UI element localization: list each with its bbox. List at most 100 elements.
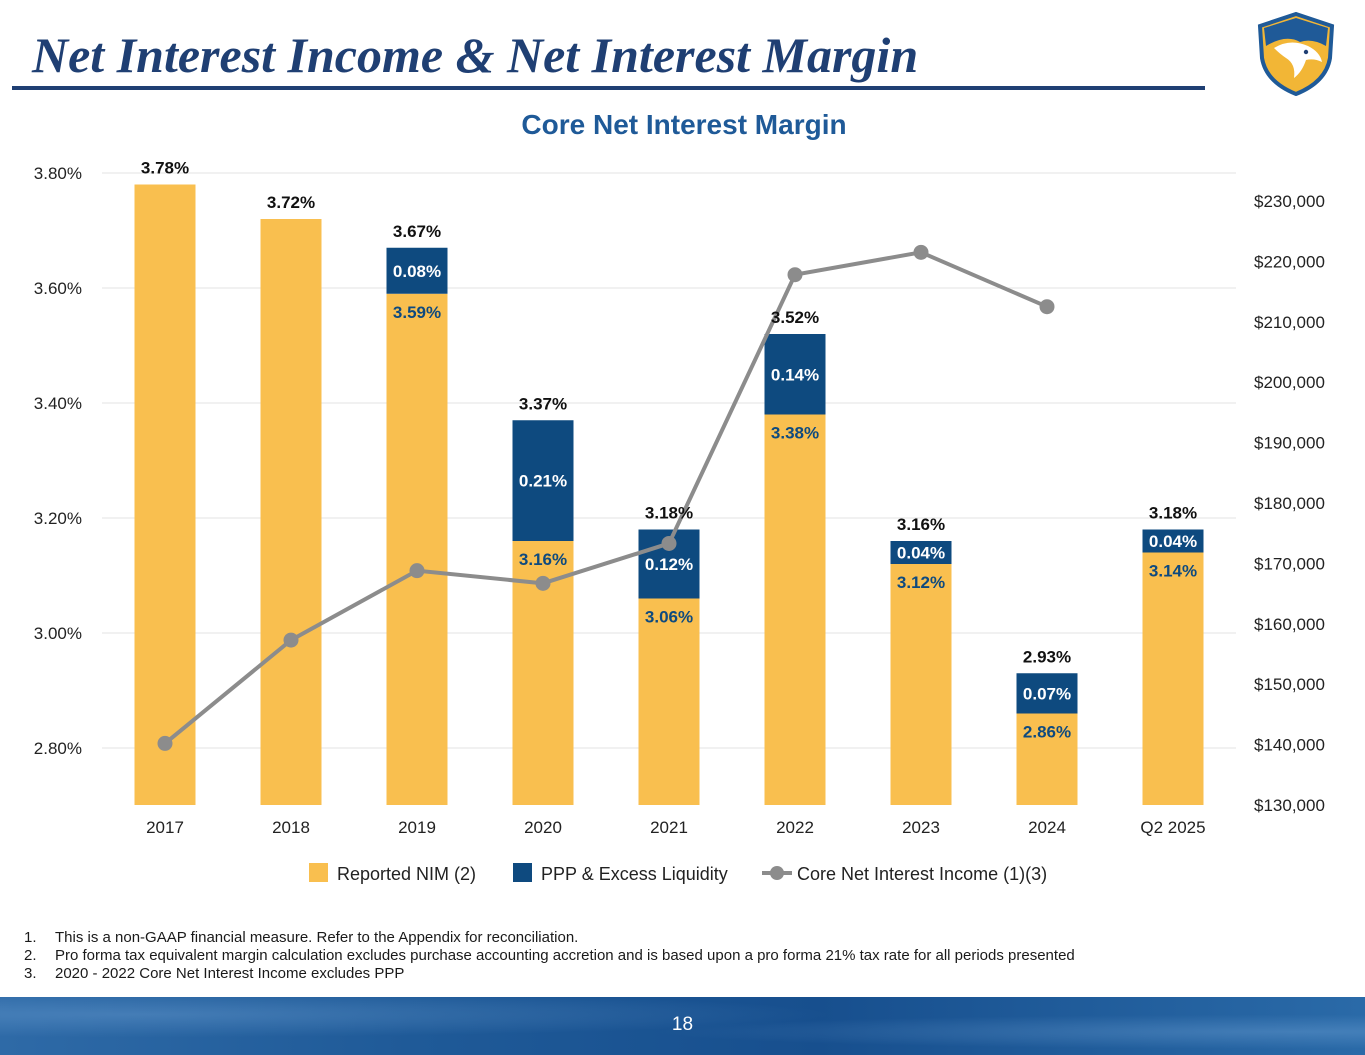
total-value-label: 3.18% [645,504,693,523]
footnote-2: 2. Pro forma tax equivalent margin calcu… [24,947,1075,965]
right-tick-label: $210,000 [1254,313,1325,332]
footnote-3: 3. 2020 - 2022 Core Net Interest Income … [24,965,1075,983]
x-tick-label: 2022 [776,818,814,837]
footnote-number: 3. [24,965,37,982]
reported-value-label: 3.38% [771,424,819,443]
bar-reported-nim [1142,552,1204,805]
bar-reported-nim [764,414,826,805]
ppp-value-label: 0.04% [897,544,945,563]
bar-ppp-excess-liquidity [1142,529,1204,553]
x-tick-label: 2018 [272,818,310,837]
total-value-label: 3.72% [267,193,315,212]
core-nii-line [157,244,1055,751]
bar-reported-nim [260,219,322,805]
footnote-number: 1. [24,929,37,946]
total-value-label: 3.37% [519,394,567,413]
ppp-value-label: 0.12% [645,555,693,574]
eagle-shield-icon [1257,12,1335,96]
core-nii-marker [283,632,299,648]
total-value-label: 3.18% [1149,504,1197,523]
right-tick-label: $190,000 [1254,434,1325,453]
right-tick-label: $220,000 [1254,252,1325,271]
x-tick-label: 2017 [146,818,184,837]
legend: Reported NIM (2) PPP & Excess Liquidity Co… [309,863,1047,884]
reported-value-label: 3.59% [393,303,441,322]
left-tick-label: 2.80% [34,739,82,758]
core-nii-marker [157,735,173,751]
core-nii-line-path [163,250,1048,745]
reported-value-label: 3.14% [1149,562,1197,581]
core-nii-marker [661,535,677,551]
bar-reported-nim [386,293,448,805]
core-nii-marker [787,267,803,283]
x-tick-label: 2021 [650,818,688,837]
reported-value-label: 3.12% [897,573,945,592]
bar-reported-nim [890,564,952,805]
legend-label-core-nii: Core Net Interest Income (1)(3) [797,864,1047,884]
footnotes: 1. This is a non-GAAP financial measure.… [24,929,1075,983]
reported-value-label: 3.16% [519,550,567,569]
data-labels: 3.78% 3.72% 0.08% 3.59% 3.67% 0.21% 3.16% 3.37%… [141,159,1197,742]
ppp-value-label: 0.08% [393,262,441,281]
left-tick-label: 3.40% [34,394,82,413]
page-number: 18 [671,1014,694,1035]
core-nii-marker [1039,299,1055,315]
core-nii-marker [409,563,425,579]
right-tick-label: $180,000 [1254,494,1325,513]
left-tick-label: 3.20% [34,509,82,528]
total-value-label: 3.78% [141,159,189,178]
bar-ppp-excess-liquidity [386,247,448,294]
x-axis: 2017 2018 2019 2020 2021 2022 2023 2024 Q2 2025 [146,818,1206,837]
bar-reported-nim [638,598,700,805]
total-value-label: 3.52% [771,308,819,327]
right-tick-label: $130,000 [1254,796,1325,815]
bar-reported-nim [134,184,196,805]
x-tick-label: 2019 [398,818,436,837]
footnote-text: Pro forma tax equivalent margin calculat… [55,947,1075,964]
bars [134,184,1204,805]
left-tick-label: 3.80% [34,164,82,183]
right-tick-label: $230,000 [1254,192,1325,211]
legend-marker-core-nii [770,866,784,880]
chart-title: Core Net Interest Margin [521,109,846,140]
legend-swatch-reported-nim [309,863,328,882]
core-nii-marker [913,244,929,260]
footnote-text: This is a non-GAAP financial measure. Re… [55,929,579,946]
bar-reported-nim [1016,713,1078,805]
right-tick-label: $140,000 [1254,736,1325,755]
left-axis: 2.80% 3.00% 3.20% 3.40% 3.60% 3.80% [34,164,82,758]
reported-value-label: 2.86% [1023,723,1071,742]
legend-swatch-ppp [513,863,532,882]
bar-ppp-excess-liquidity [512,420,574,541]
total-value-label: 2.93% [1023,647,1071,666]
left-tick-label: 3.60% [34,279,82,298]
reported-value-label: 3.06% [645,608,693,627]
right-axis: $130,000 $140,000 $150,000 $160,000 $170,000… [1254,192,1325,815]
legend-label-reported-nim: Reported NIM (2) [337,864,476,884]
bar-ppp-excess-liquidity [764,334,826,415]
core-nim-chart: Core Net Interest Margin 2.80% 3.00% 3.20%… [34,109,1325,884]
footnote-number: 2. [24,947,37,964]
left-tick-label: 3.00% [34,624,82,643]
slide-title: Net Interest Income & Net Interest Margi… [32,27,919,83]
ppp-value-label: 0.04% [1149,532,1197,551]
right-tick-label: $200,000 [1254,373,1325,392]
total-value-label: 3.16% [897,515,945,534]
x-tick-label: 2020 [524,818,562,837]
footer-band: 18 [0,997,1365,1055]
footnote-text: 2020 - 2022 Core Net Interest Income exc… [55,965,405,982]
x-tick-label: Q2 2025 [1140,818,1205,837]
title-underline [12,86,1205,90]
footnote-1: 1. This is a non-GAAP financial measure.… [24,929,1075,947]
bar-ppp-excess-liquidity [890,541,952,564]
legend-label-ppp: PPP & Excess Liquidity [541,864,728,884]
ppp-value-label: 0.21% [519,472,567,491]
x-tick-label: 2024 [1028,818,1066,837]
x-tick-label: 2023 [902,818,940,837]
right-tick-label: $160,000 [1254,615,1325,634]
right-tick-label: $170,000 [1254,554,1325,573]
footer-map-texture [0,997,1365,1055]
ppp-value-label: 0.07% [1023,684,1071,703]
right-tick-label: $150,000 [1254,675,1325,694]
ppp-value-label: 0.14% [771,365,819,384]
